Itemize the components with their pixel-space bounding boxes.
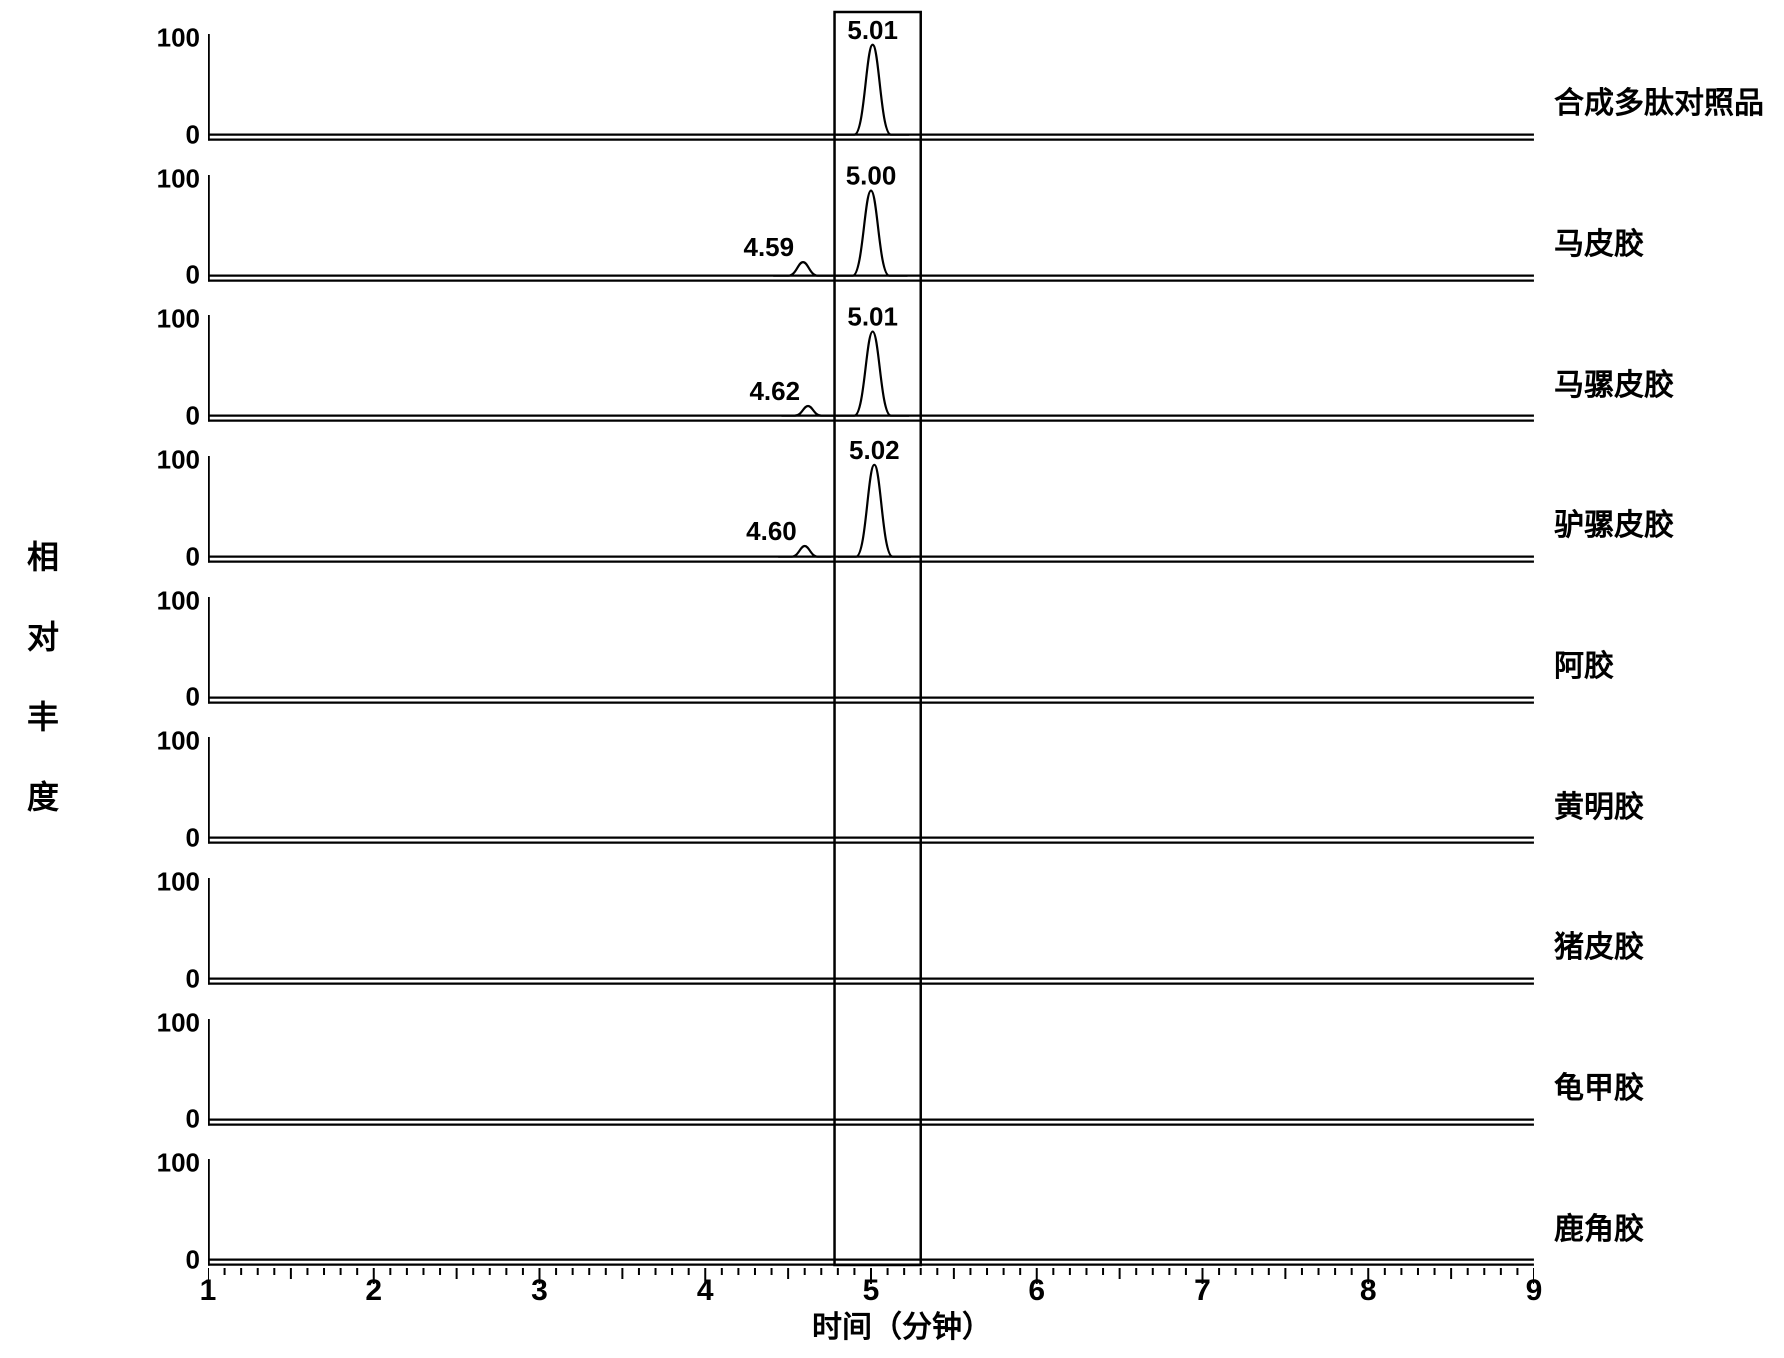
chromatogram-panel: 01004.595.00马皮胶 xyxy=(140,151,1534,284)
sample-label: 驴骡皮胶 xyxy=(1554,500,1674,544)
y-tick-label: 0 xyxy=(186,1244,200,1275)
y-tick-label: 100 xyxy=(157,445,200,476)
y-tick-label: 100 xyxy=(157,1148,200,1179)
plot-area xyxy=(208,995,1534,1128)
y-tick-label: 100 xyxy=(157,23,200,54)
chromatogram-panel: 0100阿胶 xyxy=(140,573,1534,706)
y-tick-label: 0 xyxy=(186,541,200,572)
plot-area xyxy=(208,1135,1534,1268)
y-tick-label: 0 xyxy=(186,682,200,713)
x-tick-label: 4 xyxy=(697,1274,714,1308)
peak-label: 5.02 xyxy=(849,435,900,465)
peak-label: 5.00 xyxy=(846,160,897,190)
y-tick-label: 100 xyxy=(157,304,200,335)
peak-label: 5.01 xyxy=(847,302,898,332)
peak xyxy=(778,546,831,557)
chromatogram-svg xyxy=(208,713,1534,846)
sample-label: 龟甲胶 xyxy=(1554,1063,1644,1107)
y-axis-ticks: 0100 xyxy=(140,432,208,565)
chromatogram-panel: 0100鹿角胶 xyxy=(140,1135,1534,1268)
chromatogram-panel: 0100龟甲胶 xyxy=(140,995,1534,1128)
chromatogram-panel: 01005.01合成多肽对照品 xyxy=(140,10,1534,143)
peak xyxy=(782,406,835,416)
x-tick-label: 3 xyxy=(531,1274,548,1308)
x-tick-label: 8 xyxy=(1360,1274,1377,1308)
sample-label: 鹿角胶 xyxy=(1554,1204,1644,1248)
chromatogram-svg xyxy=(208,1135,1534,1268)
x-tick-label: 9 xyxy=(1526,1274,1543,1308)
y-tick-label: 100 xyxy=(157,585,200,616)
plot-area xyxy=(208,854,1534,987)
plot-area xyxy=(208,713,1534,846)
x-tick-label: 2 xyxy=(365,1274,382,1308)
peak xyxy=(773,262,833,276)
y-tick-label: 0 xyxy=(186,822,200,853)
chromatogram-figure: 相 对 丰 度 01005.01合成多肽对照品01004.595.00马皮胶01… xyxy=(10,10,1784,1348)
y-axis-ticks: 0100 xyxy=(140,854,208,987)
y-tick-label: 0 xyxy=(186,400,200,431)
peak-label: 4.62 xyxy=(749,376,800,406)
chromatogram-panel: 01004.625.01马骡皮胶 xyxy=(140,291,1534,424)
peak xyxy=(835,190,908,275)
y-tick-label: 0 xyxy=(186,963,200,994)
plot-area xyxy=(208,573,1534,706)
sample-label: 马骡皮胶 xyxy=(1554,360,1674,404)
sample-label: 猪皮胶 xyxy=(1554,922,1644,966)
y-axis-ticks: 0100 xyxy=(140,713,208,846)
plot-area: 4.59 5.00 xyxy=(208,151,1534,284)
peak-label: 5.01 xyxy=(847,15,898,45)
y-tick-label: 0 xyxy=(186,1104,200,1135)
chromatogram-panel: 0100黄明胶 xyxy=(140,713,1534,846)
y-axis-ticks: 0100 xyxy=(140,10,208,143)
x-tick-label: 7 xyxy=(1194,1274,1211,1308)
peak-label: 4.60 xyxy=(746,516,797,546)
x-tick-label: 1 xyxy=(200,1274,217,1308)
y-axis-ticks: 0100 xyxy=(140,995,208,1128)
y-tick-label: 100 xyxy=(157,726,200,757)
y-tick-label: 100 xyxy=(157,1007,200,1038)
y-tick-label: 0 xyxy=(186,260,200,291)
y-axis-ticks: 0100 xyxy=(140,291,208,424)
y-axis-ticks: 0100 xyxy=(140,1135,208,1268)
chromatogram-svg xyxy=(208,995,1534,1128)
y-tick-label: 100 xyxy=(157,867,200,898)
chromatogram-panel: 0100猪皮胶 xyxy=(140,854,1534,987)
y-tick-label: 100 xyxy=(157,163,200,194)
plot-area: 4.60 5.02 xyxy=(208,432,1534,565)
sample-label: 黄明胶 xyxy=(1554,782,1644,826)
plot-stack: 01005.01合成多肽对照品01004.595.00马皮胶01004.625.… xyxy=(140,10,1534,1268)
plot-area: 4.62 5.01 xyxy=(208,291,1534,424)
x-axis-title: 时间（分钟） xyxy=(812,1302,992,1346)
y-tick-label: 0 xyxy=(186,119,200,150)
y-axis-title: 相 对 丰 度 xyxy=(18,540,64,818)
peak xyxy=(836,332,909,416)
sample-label: 阿胶 xyxy=(1554,641,1614,685)
chromatogram-panel: 01004.605.02驴骡皮胶 xyxy=(140,432,1534,565)
chromatogram-svg: 5.01 xyxy=(208,10,1534,143)
y-axis-ticks: 0100 xyxy=(140,573,208,706)
y-axis-ticks: 0100 xyxy=(140,151,208,284)
chromatogram-svg: 4.59 5.00 xyxy=(208,151,1534,284)
x-tick-label: 6 xyxy=(1028,1274,1045,1308)
peak xyxy=(836,45,909,135)
chromatogram-svg: 4.62 5.01 xyxy=(208,291,1534,424)
sample-label: 合成多肽对照品 xyxy=(1554,78,1764,122)
chromatogram-svg xyxy=(208,854,1534,987)
peak xyxy=(838,465,911,557)
chromatogram-svg xyxy=(208,573,1534,706)
chromatogram-svg: 4.60 5.02 xyxy=(208,432,1534,565)
sample-label: 马皮胶 xyxy=(1554,219,1644,263)
plot-area: 5.01 xyxy=(208,10,1534,143)
peak-label: 4.59 xyxy=(744,232,795,262)
